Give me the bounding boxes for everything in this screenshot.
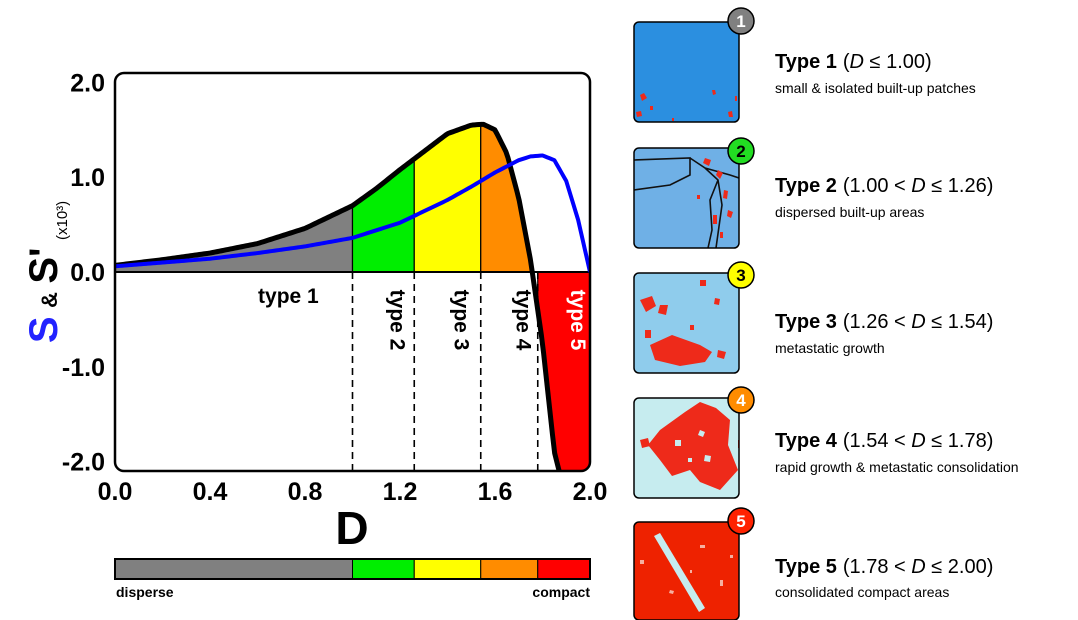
type-1-row: 1 Type 1 (D ≤ 1.00) small & isolated buil… [633,7,976,123]
x-tick-labels: 0.0 0.4 0.8 1.2 1.6 2.0 [98,478,608,506]
plot-frame [113,71,592,473]
y-axis-title: S & S' (x10³) [22,201,71,343]
y-tick-2: 1.0 [70,164,105,192]
x-tick-2: 0.4 [193,478,228,506]
type-2-title: Type 2 (1.00 < D ≤ 1.26) [775,175,993,197]
svg-text:S & S': S & S' (x10³) [22,201,71,343]
band-label-5: type 5 [566,290,589,351]
band-fill-2 [351,157,415,273]
type-2-description: dispersed built-up areas [775,204,924,220]
legend-disperse-label: disperse [116,584,174,600]
legend-segment-1 [114,558,353,580]
svg-text:3: 3 [736,266,745,285]
x-tick-4: 1.2 [383,478,418,506]
badge-2: 2 [727,137,755,165]
type-5-description: consolidated compact areas [775,584,949,600]
y-axis-s: S [22,316,66,343]
chart: type 1 type 2 type 3 type 4 type 5 2.0 1.0 0.0… [22,69,607,554]
svg-text:1: 1 [736,12,745,31]
band-dividers [351,272,539,471]
band-label-3: type 3 [450,290,473,351]
type-4-thumbnail [634,398,739,498]
x-tick-1: 0.0 [98,478,133,506]
type-4-row: 4 Type 4 (1.54 < D ≤ 1.78) rapid growth &… [633,386,1019,499]
band-label-1: type 1 [258,285,319,308]
legend-segment-4 [480,558,539,580]
badge-5: 5 [727,507,755,535]
y-tick-labels: 2.0 1.0 0.0 -1.0 -2.0 [62,69,105,476]
legend-segment-2 [352,558,415,580]
type-1-thumbnail [634,22,739,122]
type-4-description: rapid growth & metastatic consolidation [775,459,1019,475]
band-label-2: type 2 [385,290,408,351]
plot-area: type 1 type 2 type 3 type 4 type 5 [115,121,590,471]
legend-segment-3 [413,558,482,580]
band-labels: type 1 type 2 type 3 type 4 type 5 [258,285,589,351]
svg-text:4: 4 [736,391,746,410]
y-tick-5: -2.0 [62,449,105,477]
badge-1: 1 [727,7,755,35]
type-3-description: metastatic growth [775,340,885,356]
svg-text:2: 2 [736,142,745,161]
y-tick-3: 0.0 [70,259,105,287]
svg-text:5: 5 [736,512,745,531]
type-3-title: Type 3 (1.26 < D ≤ 1.54) [775,311,993,333]
badge-3: 3 [727,261,755,289]
y-axis-amp: & [37,292,62,308]
band-label-4: type 4 [511,290,534,351]
type-5-thumbnail [634,522,739,620]
legend-segment-5 [537,558,591,580]
legend-bar-frame [114,558,591,580]
y-tick-4: -1.0 [62,354,105,382]
type-2-row: 2 Type 2 (1.00 < D ≤ 1.26) dispersed buil… [633,137,993,249]
type-1-description: small & isolated built-up patches [775,80,976,96]
x-tick-6: 2.0 [573,478,608,506]
type-5-title: Type 5 (1.78 < D ≤ 2.00) [775,556,993,578]
type-4-title: Type 4 (1.54 < D ≤ 1.78) [775,430,993,452]
y-axis-s-prime: S' [22,247,66,283]
type-3-row: 3 Type 3 (1.26 < D ≤ 1.54) metastatic gro… [633,261,993,374]
legend-color-bar: disperse compact [114,558,591,600]
y-tick-1: 2.0 [70,69,105,97]
type-3-thumbnail [634,273,739,373]
legend-compact-label: compact [532,584,590,600]
x-tick-5: 1.6 [478,478,513,506]
badge-4: 4 [727,386,755,414]
x-axis-title: D [335,502,368,554]
y-axis-unit: (x10³) [54,201,71,240]
x-tick-3: 0.8 [288,478,323,506]
type-2-thumbnail [634,148,739,248]
legend-segments [114,558,591,580]
type-1-title: Type 1 (D ≤ 1.00) [775,51,932,73]
type-5-row: 5 Type 5 (1.78 < D ≤ 2.00) consolidated c… [633,507,993,620]
s-prime-curve [115,121,562,471]
s-curve [115,153,590,273]
